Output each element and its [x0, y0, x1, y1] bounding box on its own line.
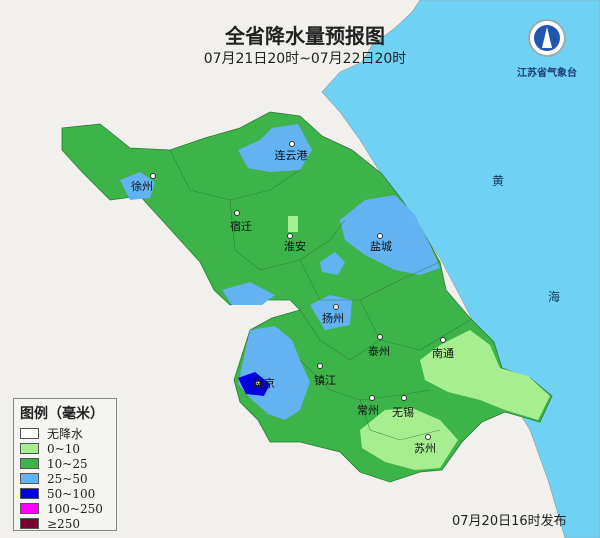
observatory-emblem-icon — [528, 19, 566, 57]
sea-label: 海 — [548, 290, 561, 304]
city-dot — [440, 337, 446, 343]
rain-0-10-areas — [288, 216, 550, 470]
legend-item: 25~50 — [20, 471, 110, 486]
legend-swatch — [20, 443, 39, 454]
issued-time: 07月20日16时发布 — [452, 514, 567, 529]
city-dot — [150, 173, 156, 179]
city-dot — [401, 395, 407, 401]
legend-label: ≥250 — [47, 516, 80, 531]
city-label: 徐州 — [131, 180, 153, 193]
legend-item: 0~10 — [20, 441, 110, 456]
legend-swatch — [20, 518, 39, 529]
city-label: 连云港 — [274, 149, 308, 162]
sea-label: 黄 — [492, 174, 505, 188]
logo-text: 江苏省气象台 — [517, 68, 577, 79]
legend-label: 无降水 — [47, 427, 84, 441]
district-boundaries — [169, 149, 471, 441]
legend-item: 无降水 — [20, 426, 110, 441]
legend-label: 0~10 — [47, 441, 80, 456]
legend-swatch — [20, 503, 39, 514]
legend: 图例（毫米） 无降水 0~10 10~25 25~50 50~100 100~2… — [13, 398, 117, 531]
legend-item: 10~25 — [20, 456, 110, 471]
city-label: 苏州 — [414, 442, 436, 455]
city-dot — [377, 233, 383, 239]
city-dot — [234, 210, 240, 216]
city-label: 常州 — [357, 404, 379, 417]
legend-swatch — [20, 488, 39, 499]
rain-25-50-areas — [120, 124, 440, 420]
legend-item: 50~100 — [20, 486, 110, 501]
city-label: 南通 — [432, 347, 454, 360]
legend-swatch — [20, 428, 39, 439]
legend-label: 50~100 — [47, 486, 96, 501]
city-label: 南京 — [253, 377, 275, 390]
legend-item: ≥250 — [20, 516, 110, 531]
city-dot — [255, 380, 261, 386]
city-label: 盐城 — [370, 240, 392, 253]
city-dot — [289, 141, 295, 147]
legend-swatch — [20, 473, 39, 484]
legend-swatch — [20, 458, 39, 469]
legend-item: 100~250 — [20, 501, 110, 516]
city-dot — [287, 233, 293, 239]
city-label: 泰州 — [368, 345, 390, 358]
city-dot — [425, 434, 431, 440]
province-region — [61, 111, 553, 483]
city-dot — [333, 304, 339, 310]
logo: 江苏省气象台 — [512, 18, 582, 79]
city-label: 淮安 — [284, 240, 306, 253]
map-title: 全省降水量预报图 — [225, 24, 385, 48]
city-dot — [369, 395, 375, 401]
forecast-period: 07月21日20时~07月22日20时 — [203, 51, 407, 67]
city-label: 扬州 — [322, 312, 344, 325]
legend-label: 25~50 — [47, 471, 88, 486]
legend-label: 100~250 — [47, 501, 103, 516]
rain-50-100-area — [238, 372, 270, 396]
legend-label: 10~25 — [47, 456, 88, 471]
city-dot — [377, 334, 383, 340]
city-label: 镇江 — [314, 374, 336, 387]
city-label: 无锡 — [392, 406, 414, 419]
city-dot — [317, 363, 323, 369]
city-label: 宿迁 — [230, 220, 252, 233]
legend-title: 图例（毫米） — [20, 406, 104, 422]
